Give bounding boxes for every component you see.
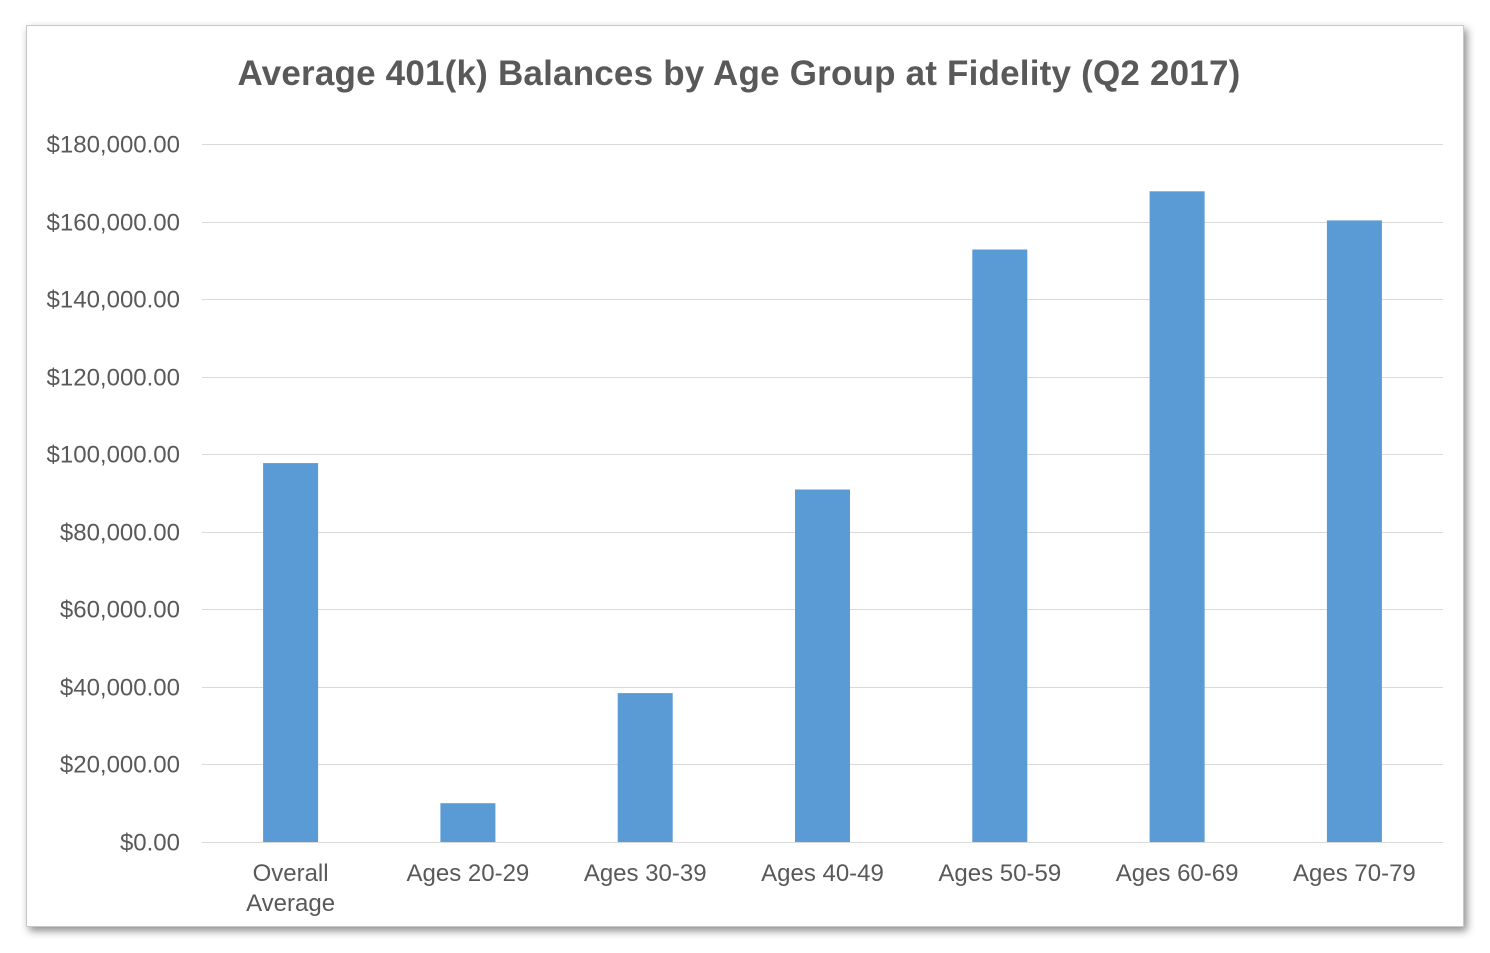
- y-tick-label: $60,000.00: [60, 597, 180, 624]
- y-tick-label: $20,000.00: [60, 752, 180, 779]
- x-axis-ticks: Overall Average Ages 20-29 Ages 30-39 Ages 4…: [246, 860, 1416, 917]
- y-tick-label: $100,000.00: [47, 442, 180, 469]
- x-tick-label-line: Ages 50-59: [938, 860, 1061, 887]
- x-tick-label-line: Ages 40-49: [761, 860, 884, 887]
- bar: [1149, 191, 1205, 843]
- bars: [263, 191, 1382, 843]
- y-tick-label: $180,000.00: [47, 132, 180, 159]
- x-tick-label-line: Average: [246, 890, 335, 917]
- bar: [795, 489, 850, 842]
- x-tick-label: Ages 60-69: [1116, 860, 1239, 887]
- y-tick-label: $160,000.00: [47, 210, 180, 237]
- x-tick-label: Ages 20-29: [407, 860, 530, 887]
- bar: [263, 463, 319, 842]
- y-tick-label: $80,000.00: [60, 520, 180, 547]
- x-tick-label-line: Ages 60-69: [1116, 860, 1239, 887]
- x-tick-label-line: Overall: [253, 860, 329, 887]
- bar: [972, 249, 1028, 842]
- x-tick-label: Ages 50-59: [938, 860, 1061, 887]
- y-tick-label: $140,000.00: [47, 287, 180, 314]
- bar: [617, 693, 673, 842]
- y-tick-label: $0.00: [120, 830, 180, 857]
- y-tick-label: $40,000.00: [60, 675, 180, 702]
- bar: [1326, 220, 1382, 842]
- x-tick-label: Ages 70-79: [1293, 860, 1416, 887]
- bar: [440, 803, 496, 842]
- x-tick-label: Ages 40-49: [761, 860, 884, 887]
- y-tick-label: $120,000.00: [47, 365, 180, 392]
- y-axis-ticks: $0.00 $20,000.00 $40,000.00 $60,000.00 $80,0…: [47, 132, 180, 857]
- x-tick-label-line: Ages 30-39: [584, 860, 707, 887]
- x-tick-label-line: Ages 20-29: [407, 860, 530, 887]
- chart-title: Average 401(k) Balances by Age Group at …: [237, 54, 1241, 93]
- x-tick-label-line: Ages 70-79: [1293, 860, 1416, 887]
- x-tick-label: Ages 30-39: [584, 860, 707, 887]
- x-tick-label: Overall Average: [246, 860, 335, 917]
